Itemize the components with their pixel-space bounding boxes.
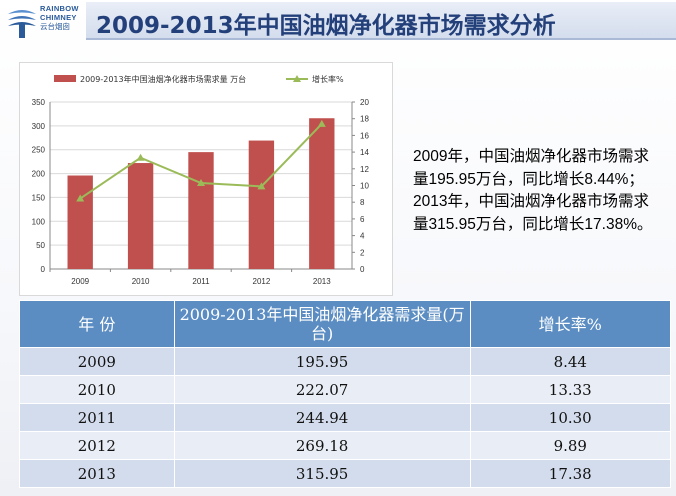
y-left-tick-label: 50 [36, 241, 45, 250]
x-tick-label: 2009 [71, 277, 89, 286]
cell-year: 2012 [19, 431, 175, 460]
cell-demand: 244.94 [173, 403, 471, 432]
page-title: 2009-2013年中国油烟净化器市场需求分析 [96, 13, 556, 39]
cell-growth: 9.89 [469, 431, 672, 460]
line-point [317, 119, 326, 127]
y-right-tick-label: 18 [360, 115, 369, 124]
table-row: 2013 315.95 17.38 [19, 459, 672, 488]
x-tick-label: 2011 [192, 277, 210, 286]
y-right-tick-label: 0 [360, 265, 365, 274]
logo: RAINBOW CHIMNEY 云台烟囱 [2, 2, 92, 40]
x-tick-label: 2010 [132, 277, 150, 286]
legend-swatch-bar [54, 75, 76, 82]
line-point [197, 178, 205, 186]
cell-growth: 10.30 [469, 403, 672, 432]
line-point [76, 194, 85, 202]
y-right-tick-label: 6 [360, 215, 365, 224]
cell-year: 2013 [19, 459, 175, 488]
header: RAINBOW CHIMNEY 云台烟囱 2009-2013年中国油烟净化器市场… [0, 0, 676, 46]
bar [248, 140, 275, 269]
legend-label-line: 增长率% [312, 74, 344, 84]
y-left-tick-label: 200 [32, 170, 46, 179]
y-left-tick-label: 300 [32, 122, 46, 131]
chart-container: 0 50 100 150 200 250 300 350 0 2 4 6 8 10 12 14 16 18 20 20… [19, 62, 393, 296]
x-tick-label: 2013 [313, 277, 331, 286]
logo-line-3: 云台烟囱 [40, 22, 70, 31]
legend-label-bar: 2009-2013年中国油烟净化器市场需求量 万台 [80, 74, 246, 84]
y-left-tick-label: 150 [32, 193, 46, 202]
y-left-tick-label: 0 [41, 265, 46, 274]
logo-line-2: CHIMNEY [40, 13, 77, 22]
data-table: 年 份 2009-2013年中国油烟净化器需求量(万台) 增长率% 2009 1… [19, 300, 672, 488]
y-right-tick-label: 10 [360, 182, 369, 191]
y-right-tick-label: 16 [360, 131, 369, 140]
table-header-row: 年 份 2009-2013年中国油烟净化器需求量(万台) 增长率% [19, 300, 672, 348]
cell-year: 2010 [19, 375, 175, 404]
table-row: 2012 269.18 9.89 [19, 431, 672, 460]
x-tick-label: 2012 [253, 277, 271, 286]
cell-demand: 222.07 [173, 375, 471, 404]
table-row: 2011 244.94 10.30 [19, 403, 672, 432]
table-row: 2009 195.95 8.44 [19, 347, 672, 376]
line-point [257, 182, 266, 190]
legend-swatch-marker [293, 75, 301, 82]
bar [309, 118, 335, 269]
y-left-tick-label: 350 [32, 98, 46, 107]
y-right-tick-label: 14 [360, 148, 369, 157]
y-left-tick-label: 250 [32, 146, 46, 155]
rainbow-chimney-logo-icon [8, 10, 36, 38]
cell-growth: 8.44 [469, 347, 672, 376]
cell-growth: 13.33 [469, 375, 672, 404]
line-point [136, 153, 145, 161]
bar [67, 175, 93, 269]
y-right-tick-label: 4 [360, 232, 365, 241]
y-right-tick-label: 20 [360, 98, 369, 107]
y-left-tick-label: 100 [32, 217, 46, 226]
y-right-tick-label: 8 [360, 198, 365, 207]
header-growth: 增长率% [469, 300, 672, 348]
cell-demand: 269.18 [173, 431, 471, 460]
y-right-tick-label: 2 [360, 248, 365, 257]
description-text: 2009年，中国油烟净化器市场需求量195.95万台，同比增长8.44%；201… [413, 148, 653, 233]
y-right-tick-label: 12 [360, 165, 369, 174]
header-year: 年 份 [19, 300, 175, 348]
cell-demand: 315.95 [173, 459, 471, 488]
bar [188, 152, 214, 269]
title-bar: 2009-2013年中国油烟净化器市场需求分析 [86, 2, 676, 40]
bar [127, 163, 154, 269]
logo-text: RAINBOW CHIMNEY 云台烟囱 [40, 4, 79, 32]
cell-growth: 17.38 [469, 459, 672, 488]
cell-year: 2011 [19, 403, 175, 432]
logo-line-1: RAINBOW [40, 4, 79, 13]
cell-demand: 195.95 [173, 347, 471, 376]
cell-year: 2009 [19, 347, 175, 376]
header-demand: 2009-2013年中国油烟净化器需求量(万台) [173, 300, 471, 348]
combo-chart: 0 50 100 150 200 250 300 350 0 2 4 6 8 10 12 14 16 18 20 20… [32, 74, 370, 286]
table-row: 2010 222.07 13.33 [19, 375, 672, 404]
